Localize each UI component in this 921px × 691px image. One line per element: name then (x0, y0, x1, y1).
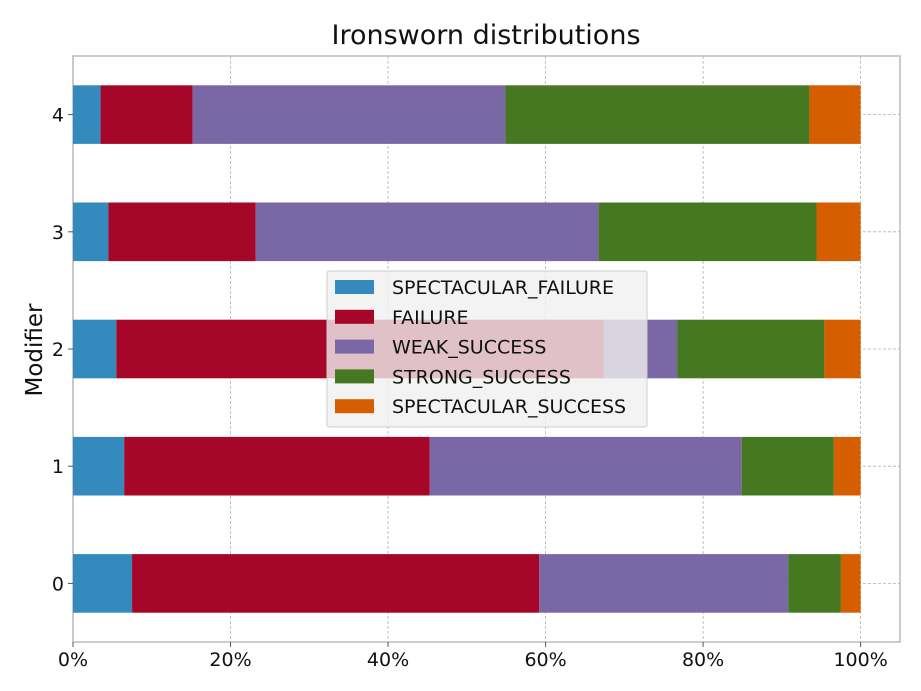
x-tick-label: 20% (209, 649, 251, 671)
bar-segment (255, 202, 599, 262)
x-tick-label: 60% (524, 649, 566, 671)
legend-swatch (335, 309, 374, 324)
y-axis-label: Modifier (22, 303, 48, 397)
legend-label: SPECTACULAR_FAILURE (392, 277, 614, 299)
y-tick-label: 0 (52, 573, 64, 595)
legend-box (326, 270, 648, 428)
x-tick-label: 80% (682, 649, 724, 671)
y-tick-label: 1 (52, 456, 64, 478)
legend-label: FAILURE (392, 307, 469, 329)
bar-segment (73, 85, 101, 144)
bar-segment (132, 554, 540, 613)
bar-segment (598, 202, 817, 262)
chart-title: Ironsworn distributions (331, 20, 640, 51)
y-tick-label: 2 (52, 339, 64, 361)
bar-segment (840, 554, 861, 613)
bar-segment (429, 436, 742, 496)
legend: SPECTACULAR_FAILURE FAILURE WEAK_SUCCESS ST… (326, 270, 648, 428)
bar-segment (73, 554, 133, 613)
bar-segment (100, 85, 193, 144)
bar-segment (73, 202, 109, 262)
bar-segment (677, 319, 825, 379)
bar-segment (741, 436, 834, 496)
y-tick-label: 3 (52, 222, 64, 244)
legend-label: WEAK_SUCCESS (392, 337, 546, 359)
bar-segment (539, 554, 789, 613)
bar-segment (73, 436, 125, 496)
legend-swatch (335, 339, 374, 354)
x-axis: 0% 20% 40% 60% 80% 100% (58, 642, 888, 671)
legend-label: STRONG_SUCCESS (392, 366, 571, 388)
bar-segment (73, 319, 117, 379)
bar-segment (809, 85, 861, 144)
bar-segment (788, 554, 841, 613)
x-tick-label: 40% (367, 649, 409, 671)
bar-segment (108, 202, 256, 262)
bar-segment (816, 202, 861, 262)
bar-segment (833, 436, 861, 496)
y-axis: 0 1 2 3 4 (52, 105, 73, 595)
x-tick-label: 100% (833, 649, 887, 671)
bar-segment (505, 85, 810, 144)
legend-swatch (335, 399, 374, 414)
x-tick-label: 0% (58, 649, 88, 671)
y-tick-label: 4 (52, 105, 64, 127)
legend-label: SPECTACULAR_SUCCESS (392, 396, 626, 418)
legend-swatch (335, 369, 374, 384)
legend-swatch (335, 280, 374, 294)
bar-segment (192, 85, 506, 144)
bar-segment (124, 436, 430, 496)
bar-segment (824, 319, 861, 379)
